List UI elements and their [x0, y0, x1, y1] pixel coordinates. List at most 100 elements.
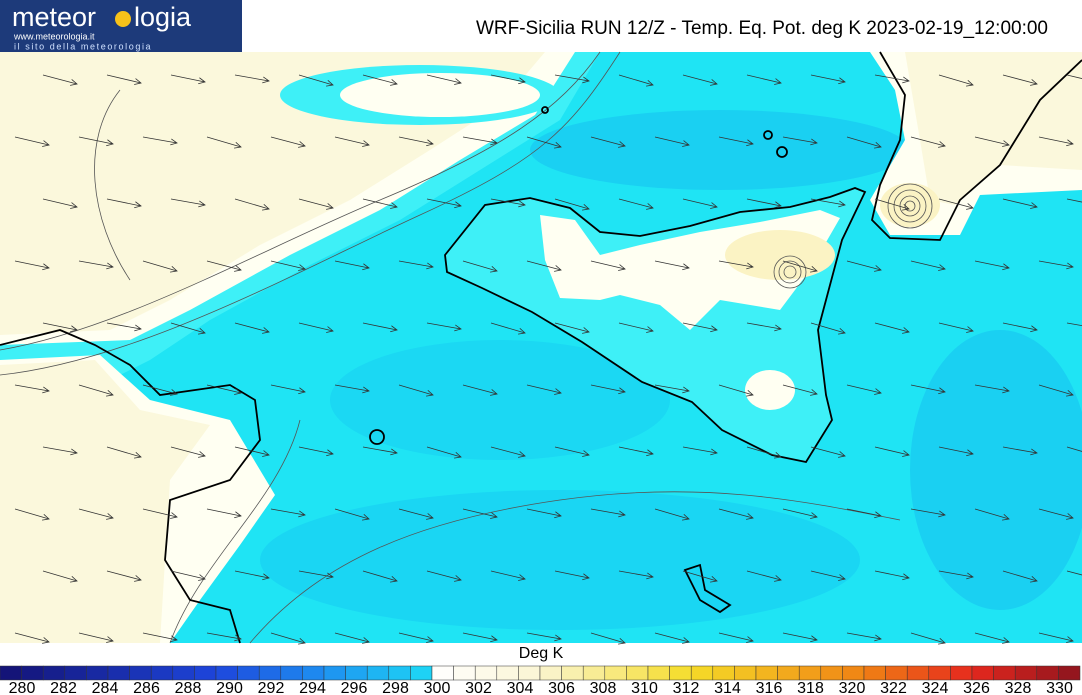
wind-arrow [1038, 508, 1074, 520]
colorbar-cell [906, 665, 930, 681]
colorbar-cell [669, 665, 692, 681]
colorbar-tick-label: 300 [424, 680, 451, 695]
wind-arrow [554, 74, 590, 84]
colorbar-cell [777, 665, 800, 681]
wind-arrow [270, 260, 306, 271]
wind-arrow [142, 260, 178, 273]
wind-arrow [106, 198, 142, 209]
wind-arrow [426, 570, 462, 582]
colorbar-cell [366, 665, 390, 681]
wind-arrow [362, 322, 398, 333]
field-patch [725, 230, 835, 280]
colorbar-tick-label: 280 [9, 680, 36, 695]
wind-arrow [78, 508, 114, 520]
wind-arrow [42, 74, 78, 86]
wind-arrow [554, 322, 590, 334]
wind-arrow [910, 384, 946, 395]
wind-arrow [14, 260, 50, 271]
wind-arrow [810, 570, 846, 581]
wind-arrow [874, 570, 910, 581]
colorbar-cell [42, 665, 66, 681]
wind-arrow [490, 446, 526, 458]
wind-arrow [874, 74, 910, 84]
wind-arrow [462, 136, 498, 146]
wind-arrow [526, 260, 562, 272]
wind-arrow [1038, 384, 1074, 397]
wind-arrow [42, 446, 78, 456]
colorbar-cell [928, 665, 951, 681]
wind-arrow [938, 198, 974, 210]
wind-arrow [398, 260, 434, 270]
wind-arrow [270, 384, 306, 395]
colorbar-cell [798, 665, 822, 681]
colorbar-cell [539, 665, 562, 681]
logo-tagline: il sito della meteorologia [14, 41, 152, 51]
colorbar-cell [518, 665, 541, 681]
wind-arrow [234, 198, 270, 211]
wind-arrow [142, 136, 178, 146]
wind-arrow [874, 446, 910, 457]
wind-arrow [746, 322, 782, 332]
wind-arrow [654, 260, 690, 271]
field-patch [330, 340, 670, 460]
colorbar-cell [820, 665, 843, 681]
wind-arrow [106, 74, 142, 85]
wind-arrow [270, 508, 306, 518]
wind-arrow [874, 198, 910, 211]
colorbar-cell [86, 665, 109, 681]
wind-arrow [234, 446, 270, 457]
colorbar-cell [194, 665, 217, 681]
wind-arrow [78, 136, 114, 147]
title: WRF-Sicilia RUN 12/Z - Temp. Eq. Pot. de… [476, 18, 1048, 39]
colorbar-cell [582, 665, 606, 681]
wind-arrow [618, 446, 654, 457]
colorbar-cell [885, 665, 908, 681]
wind-arrow [746, 570, 782, 582]
colorbar-tick-label: 308 [590, 680, 617, 695]
wind-arrow [234, 74, 270, 84]
wind-arrow [14, 632, 50, 644]
colorbar-cell [1058, 665, 1081, 681]
wind-arrow [718, 508, 754, 520]
wind-arrow [490, 570, 526, 581]
wind-arrow [106, 322, 142, 332]
wind-arrow [846, 632, 882, 642]
wind-arrow [782, 632, 818, 643]
wind-arrow [1002, 198, 1038, 209]
wind-arrow [106, 446, 142, 459]
wind-arrow [810, 322, 846, 335]
field-patch [905, 52, 1082, 205]
wind-arrow [810, 198, 846, 208]
wind-arrow [170, 322, 206, 335]
colorbar-cell [755, 665, 778, 681]
wind-arrow [170, 198, 206, 208]
colorbar-tick-label: 284 [92, 680, 119, 695]
colorbar-cell [410, 665, 433, 681]
colorbar-cell [345, 665, 368, 681]
field-patch [745, 370, 795, 410]
colorbar-tick-label: 296 [341, 680, 368, 695]
wind-arrow [142, 384, 178, 396]
colorbar-cell [64, 665, 87, 681]
wind-arrow [270, 136, 306, 148]
wind-arrow [654, 136, 690, 147]
wind-arrow [362, 198, 398, 209]
wind-arrow [206, 384, 242, 395]
wind-arrow [938, 446, 974, 457]
field-patch [260, 490, 860, 630]
colorbar-cell [690, 665, 714, 681]
wind-arrow [426, 198, 462, 209]
wind-arrow [718, 632, 754, 643]
wind-arrow [590, 632, 626, 645]
wind-arrow [874, 322, 910, 334]
wind-arrow [810, 74, 846, 85]
wind-arrow [234, 322, 270, 334]
wind-arrow [938, 74, 974, 87]
colorbar-cell [1036, 665, 1059, 681]
contours [0, 51, 933, 644]
wind-arrow [398, 632, 434, 643]
colorbar-cell [215, 665, 238, 681]
colorbar-cell [21, 665, 44, 681]
wind-arrow [974, 136, 1010, 147]
